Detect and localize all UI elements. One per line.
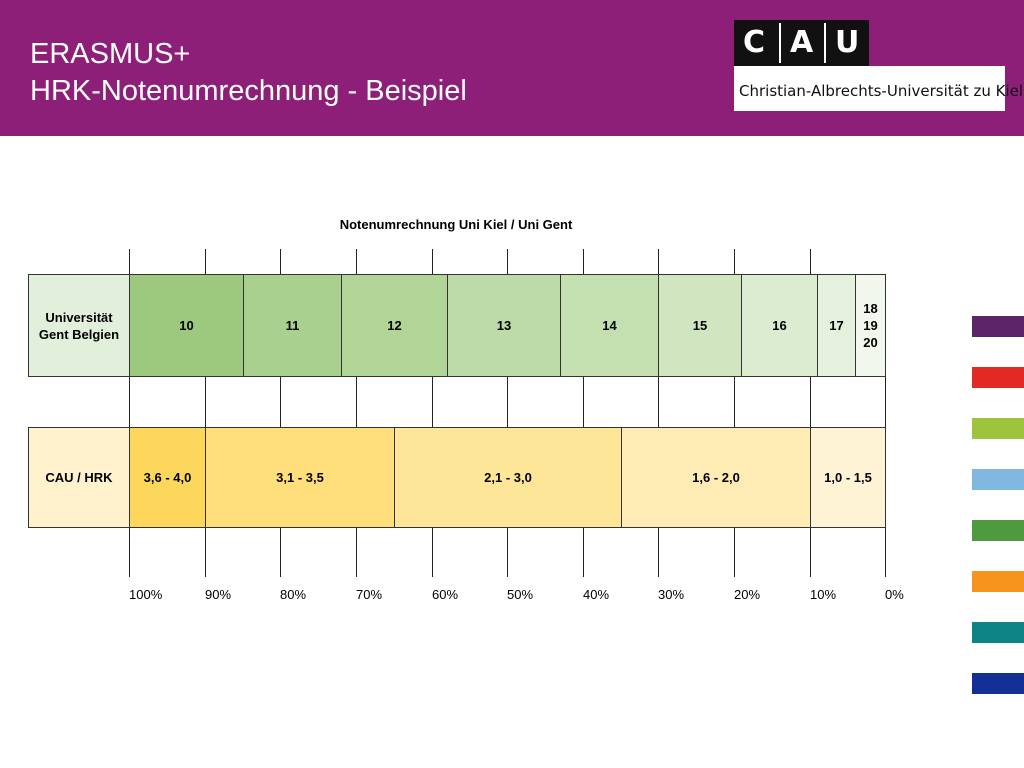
percent-tick-label: 10% (810, 587, 837, 602)
scale-tick-line (734, 376, 735, 427)
cau-grade-cell: 1,6 - 2,0 (621, 427, 811, 528)
palette-swatch (972, 571, 1024, 592)
percent-tick-label: 30% (658, 587, 685, 602)
scale-tick-line (280, 376, 281, 427)
gent-grade-cell: 12 (341, 274, 448, 377)
percent-tick-label: 20% (734, 587, 761, 602)
percent-tick-label: 60% (432, 587, 459, 602)
cau-grade-cell: 1,0 - 1,5 (810, 427, 886, 528)
gent-grade-cell-label: 10 (179, 318, 194, 333)
palette-swatch (972, 316, 1024, 337)
page-title: ERASMUS+ HRK-Notenumrechnung - Beispiel (30, 36, 467, 110)
gent-grade-cell-label: 16 (772, 318, 787, 333)
scale-tick-line (205, 376, 206, 427)
cau-logo: C A U Christian-Albrechts-Universität zu… (734, 20, 1023, 111)
gent-row-header-label: Universität Gent Belgien (38, 309, 120, 342)
palette-swatch (972, 673, 1024, 694)
logo-letters-block: C A U (734, 20, 869, 66)
logo-letter-u: U (835, 25, 860, 60)
scale-tick-line (432, 376, 433, 427)
scale-tick-line (810, 527, 811, 577)
scale-tick-line (885, 376, 886, 427)
percent-tick-label: 0% (885, 587, 904, 602)
scale-tick-line (432, 249, 433, 274)
logo-divider (779, 23, 781, 63)
cau-row-header-label: CAU / HRK (45, 470, 113, 485)
chart-title: Notenumrechnung Uni Kiel / Uni Gent (339, 217, 573, 232)
palette-swatch (972, 520, 1024, 541)
gent-grade-cell: 10 (129, 274, 244, 377)
gent-grade-cell: 18 19 20 (855, 274, 886, 377)
gent-grade-cell-label: 13 (496, 318, 512, 333)
gent-grade-cell: 17 (817, 274, 856, 377)
scale-tick-line (356, 376, 357, 427)
percent-tick-label: 40% (583, 587, 610, 602)
scale-tick-line (205, 249, 206, 274)
cau-grade-cell-label: 1,6 - 2,0 (692, 470, 740, 485)
logo-letter-a: A (790, 25, 814, 60)
scale-tick-line (507, 376, 508, 427)
title-line-1: ERASMUS+ (30, 38, 191, 70)
scale-tick-line (810, 249, 811, 274)
scale-tick-line (205, 527, 206, 577)
gent-grade-cell: 15 (658, 274, 742, 377)
scale-tick-line (885, 527, 886, 577)
gent-grade-cell: 14 (560, 274, 659, 377)
gent-row-header: Universität Gent Belgien (28, 274, 130, 377)
percent-tick-label: 100% (129, 587, 163, 602)
scale-tick-line (658, 527, 659, 577)
scale-tick-line (810, 376, 811, 427)
scale-tick-line (507, 249, 508, 274)
scale-tick-line (432, 527, 433, 577)
scale-tick-line (507, 527, 508, 577)
scale-tick-line (658, 249, 659, 274)
header-bar: ERASMUS+ HRK-Notenumrechnung - Beispiel … (0, 0, 1024, 136)
scale-tick-line (280, 527, 281, 577)
gent-grade-cell-label: 11 (285, 318, 300, 333)
cau-grade-cell-label: 3,1 - 3,5 (276, 470, 324, 485)
scale-tick-line (734, 249, 735, 274)
scale-tick-line (583, 376, 584, 427)
logo-divider (824, 23, 826, 63)
scale-tick-line (129, 249, 130, 274)
gent-grade-cell: 13 (447, 274, 561, 377)
gent-grade-cell-label: 15 (692, 318, 708, 333)
cau-row-header: CAU / HRK (28, 427, 130, 528)
palette-swatch (972, 622, 1024, 643)
logo-letter-c: C (743, 25, 766, 60)
scale-tick-line (734, 527, 735, 577)
palette-swatch (972, 469, 1024, 490)
palette-swatch (972, 418, 1024, 439)
logo-name-block: Christian-Albrechts-Universität zu Kiel (734, 66, 1023, 111)
scale-tick-line (356, 249, 357, 274)
scale-tick-line (583, 249, 584, 274)
scale-tick-line (658, 376, 659, 427)
percent-tick-label: 70% (356, 587, 383, 602)
gent-grade-cell: 11 (243, 274, 342, 377)
university-name: Christian-Albrechts-Universität zu Kiel (739, 82, 1024, 100)
scale-tick-line (129, 527, 130, 577)
percent-tick-label: 90% (205, 587, 232, 602)
scale-tick-line (280, 249, 281, 274)
cau-grade-cell-label: 3,6 - 4,0 (143, 470, 192, 485)
cau-grade-cell-label: 1,0 - 1,5 (824, 470, 872, 485)
cau-grade-cell-label: 2,1 - 3,0 (484, 470, 532, 485)
percent-tick-label: 50% (507, 587, 534, 602)
gent-grade-cell-label: 18 19 20 (863, 301, 878, 350)
cau-grade-cell: 3,6 - 4,0 (129, 427, 206, 528)
gent-grade-cell-label: 14 (602, 318, 617, 333)
percent-tick-label: 80% (280, 587, 307, 602)
gent-grade-cell: 16 (741, 274, 818, 377)
palette-swatch (972, 367, 1024, 388)
title-line-2: HRK-Notenumrechnung - Beispiel (30, 75, 467, 107)
scale-tick-line (129, 376, 130, 427)
gent-grade-cell-label: 17 (829, 318, 844, 333)
cau-grade-cell: 3,1 - 3,5 (205, 427, 395, 528)
scale-tick-line (583, 527, 584, 577)
scale-tick-line (356, 527, 357, 577)
gent-grade-cell-label: 12 (387, 318, 402, 333)
cau-grade-cell: 2,1 - 3,0 (394, 427, 622, 528)
